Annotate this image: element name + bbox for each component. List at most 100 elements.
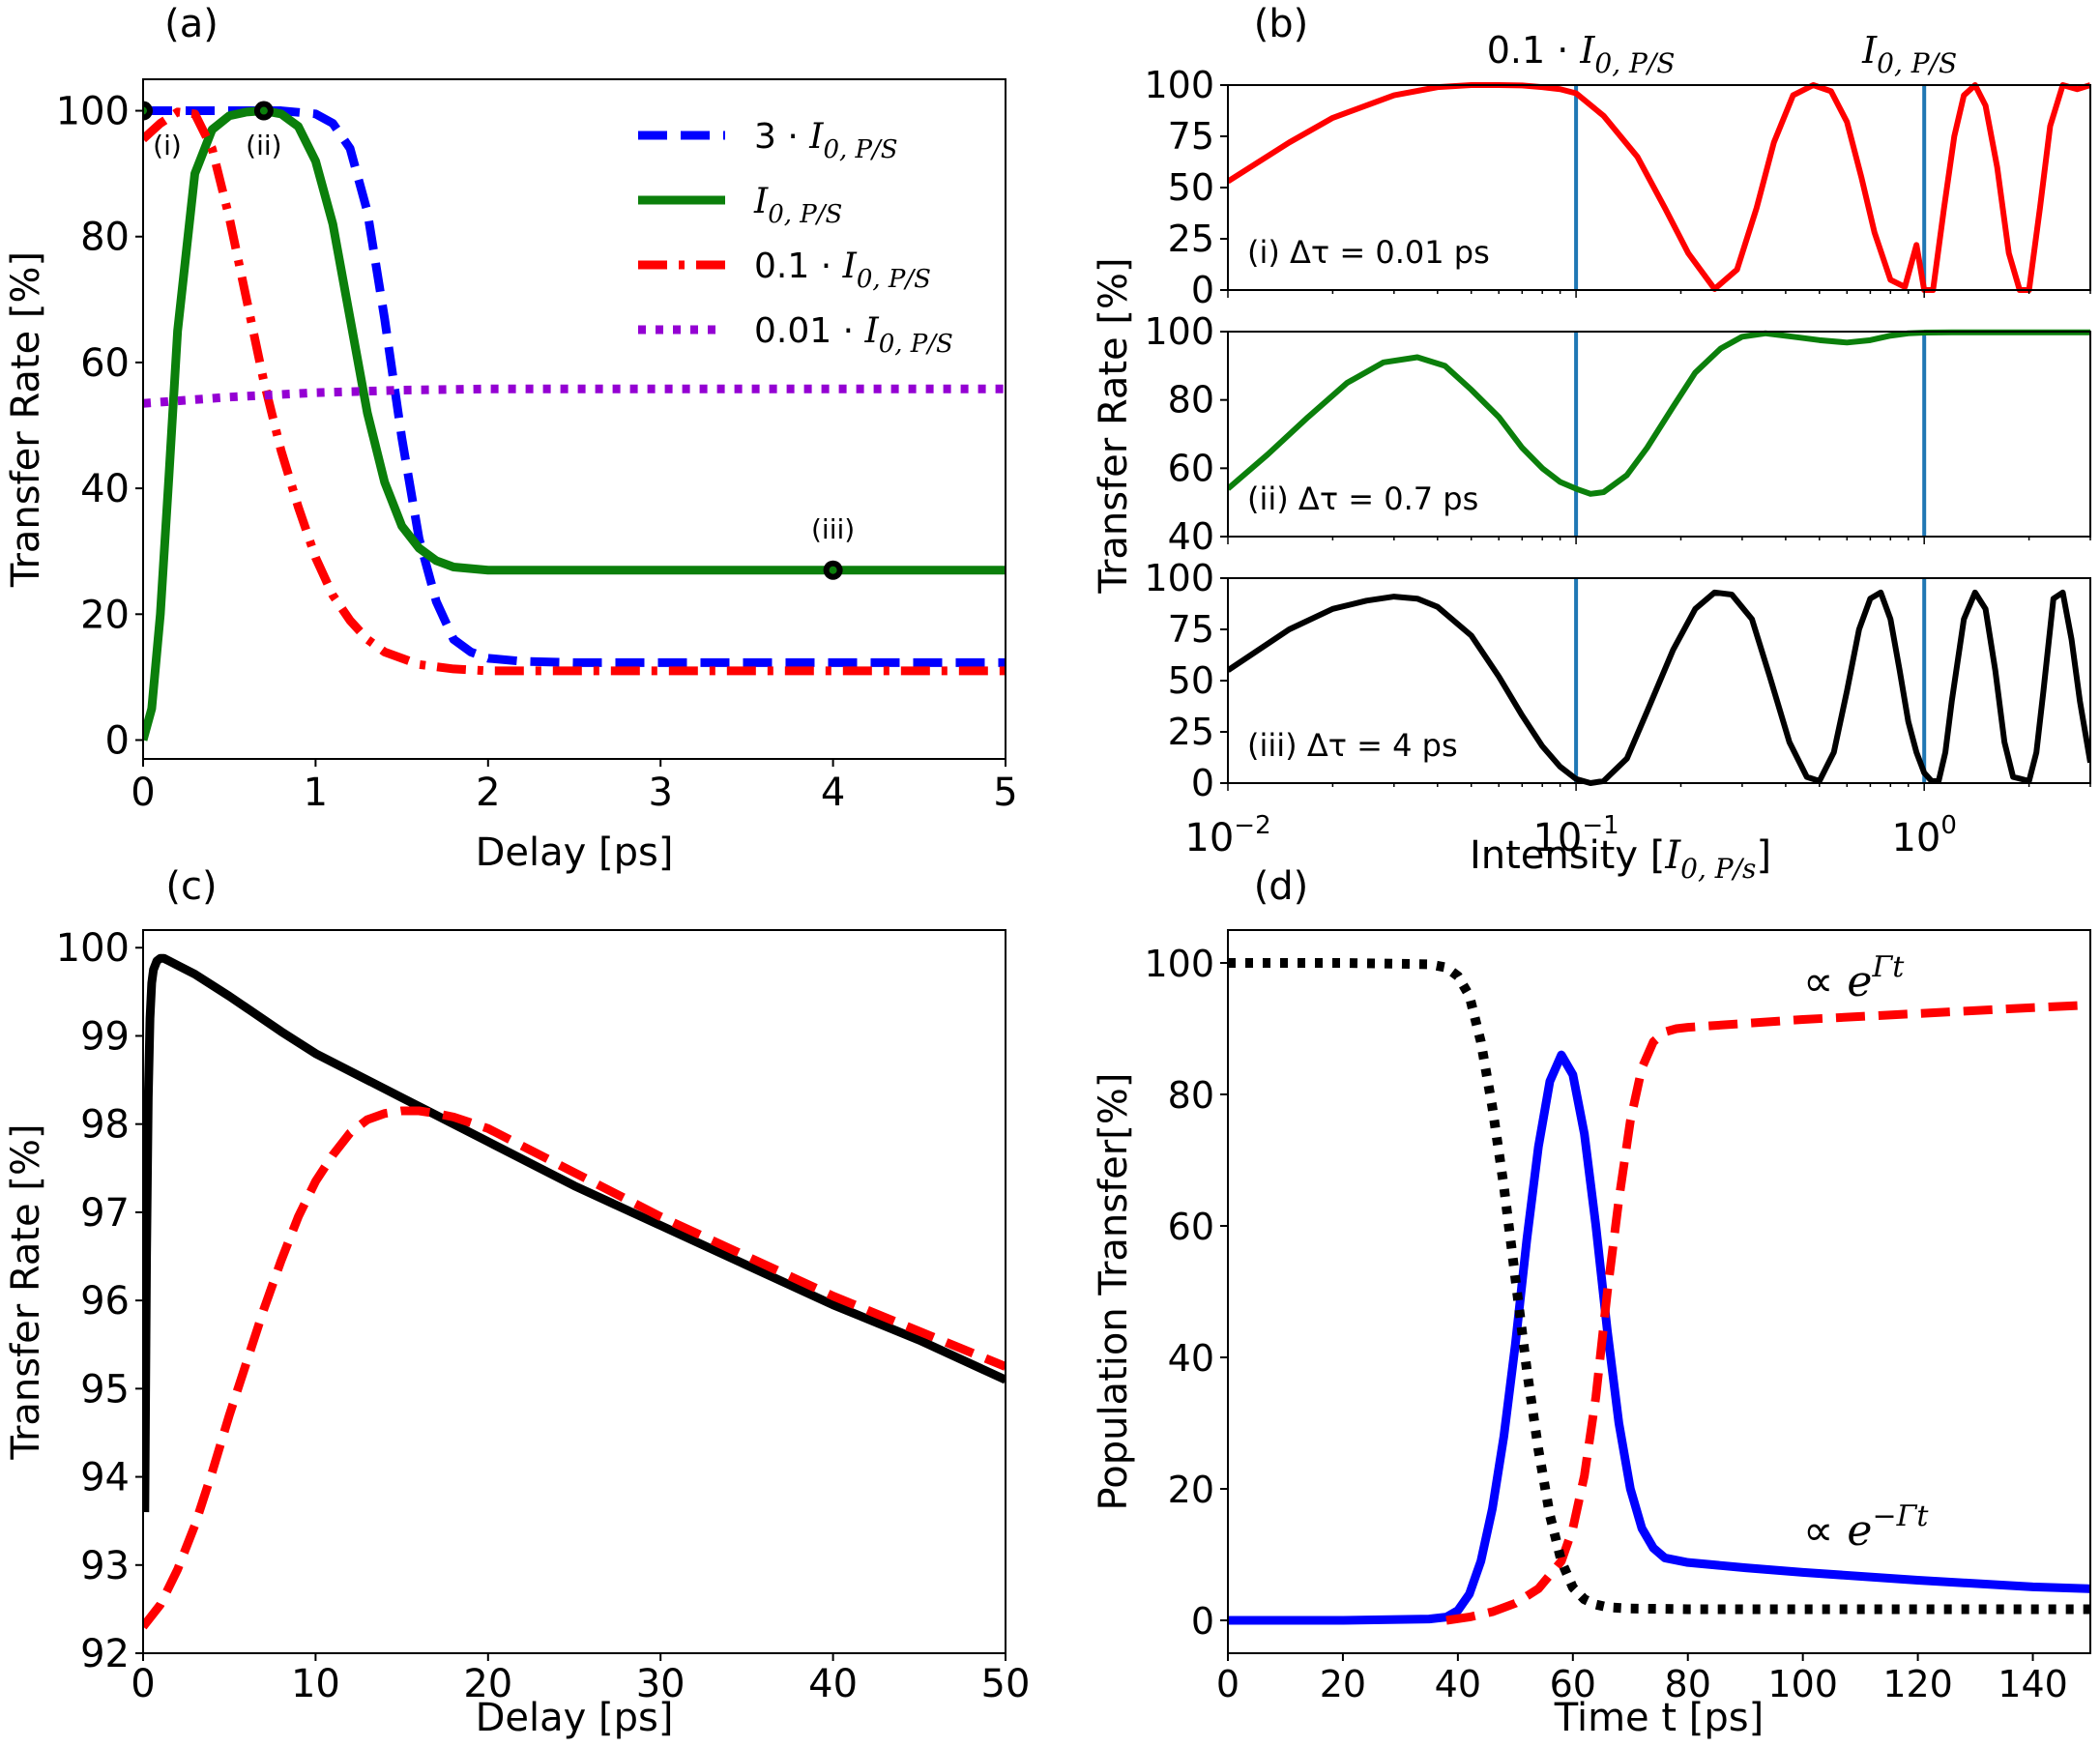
series-group-b-2 xyxy=(1228,578,2090,786)
ylabel-b: Transfer Rate [%] xyxy=(1092,257,1136,594)
xlabel-b-end: ] xyxy=(1756,833,1771,878)
ylabel-c: Transfer Rate [%] xyxy=(4,1123,48,1460)
ytick-label-d-5: 100 xyxy=(1144,943,1214,985)
series-group-a xyxy=(143,101,1006,742)
legend-sym-a-2: I xyxy=(842,247,858,286)
ytick-label-c-1: 93 xyxy=(80,1544,130,1588)
xtick-base-b-1: 10 xyxy=(1532,816,1582,860)
ytick-label-b-0-2: 50 xyxy=(1168,166,1214,209)
annotation-d-1: ∝ e−Γt xyxy=(1803,1500,1929,1556)
legend-sub-a-1: 0, P/S xyxy=(768,200,842,229)
xtick-label-d-6: 120 xyxy=(1882,1663,1953,1705)
ytick-label-b-0-3: 75 xyxy=(1168,115,1214,158)
ytick-label-c-4: 96 xyxy=(80,1279,130,1324)
xtick-label-d-5: 100 xyxy=(1767,1663,1838,1705)
subplot-label-b-1: (ii) Δτ = 0.7 ps xyxy=(1247,480,1478,517)
xlabel-c: Delay [ps] xyxy=(476,1696,674,1740)
axes-b-1 xyxy=(1227,331,2091,538)
xtick-label-a-3: 3 xyxy=(648,771,672,815)
xtick-label-c-2: 20 xyxy=(463,1662,512,1706)
top-label-b-1: I0, P/S xyxy=(1861,29,1957,79)
xtick-label-c-0: 0 xyxy=(131,1662,155,1706)
xtick-label-a-4: 4 xyxy=(821,771,845,815)
xlabel-b: Intensity [I0, P/s] xyxy=(1470,833,1771,885)
series-a-3 xyxy=(143,384,1006,408)
ylabel-d: Population Transfer[%] xyxy=(1092,1073,1136,1511)
annotation-d-0-base: e xyxy=(1847,957,1872,1006)
xtick-label-d-1: 20 xyxy=(1320,1663,1366,1705)
series-b-1 xyxy=(1228,329,2090,497)
annotation-d-0-prefix: ∝ xyxy=(1803,957,1847,1006)
legend-label-a-3: 0.01 · I0, P/S xyxy=(754,311,953,359)
top-label-b-1-sym: I xyxy=(1861,29,1878,72)
panel-label-d: (d) xyxy=(1254,864,1309,909)
series-b-2 xyxy=(1228,589,2090,786)
ytick-label-b-1-1: 60 xyxy=(1168,447,1214,489)
ytick-label-b-0-0: 0 xyxy=(1191,269,1214,311)
ytick-label-c-3: 95 xyxy=(80,1367,130,1412)
axes-c xyxy=(142,929,1006,1654)
ytick-label-b-1-0: 40 xyxy=(1168,515,1214,558)
xtick-label-d-2: 40 xyxy=(1435,1663,1481,1705)
ytick-label-c-2: 94 xyxy=(80,1456,130,1500)
series-c-1 xyxy=(143,1106,1006,1630)
series-d-0 xyxy=(1228,1050,2090,1625)
ytick-label-b-0-1: 25 xyxy=(1168,218,1214,260)
top-label-b-0: 0.1 · I0, P/S xyxy=(1487,29,1676,79)
marker-label-i: (i) xyxy=(153,130,182,161)
ylabel-a: Transfer Rate [%] xyxy=(4,251,48,588)
annotation-d-1-base: e xyxy=(1847,1506,1872,1556)
top-label-b-0-sub: 0, P/S xyxy=(1594,47,1675,79)
top-label-b-0-main: 0.1 · xyxy=(1487,29,1581,72)
xtick-label-a-5: 5 xyxy=(993,771,1017,815)
ytick-label-a-1: 20 xyxy=(80,593,130,637)
panel-c: (c) 0 10 20 30 40 50 92 93 94 95 96 97 98 99 100 Delay [… xyxy=(4,864,1030,1740)
ytick-label-a-3: 60 xyxy=(80,341,130,386)
ytick-label-a-2: 40 xyxy=(80,467,130,511)
top-label-b-0-sym: I xyxy=(1579,29,1595,72)
xlabel-b-main: Intensity [ xyxy=(1470,833,1665,878)
top-label-b-1-sub: 0, P/S xyxy=(1877,47,1957,79)
panel-label-b: (b) xyxy=(1254,2,1309,46)
ytick-label-b-2-3: 75 xyxy=(1168,608,1214,651)
series-group-d xyxy=(1228,958,2090,1625)
xtick-label-c-5: 50 xyxy=(981,1662,1031,1706)
xtick-label-b-2: 100 xyxy=(1891,811,1956,860)
series-a-2 xyxy=(143,107,1006,676)
legend-label-a-0: 3 · I0, P/S xyxy=(754,117,898,164)
ytick-label-b-2-1: 25 xyxy=(1168,711,1214,753)
legend-sub-a-3: 0, P/S xyxy=(879,330,953,359)
panel-label-c: (c) xyxy=(165,864,217,909)
legend-main-a-2: 0.1 · xyxy=(754,247,843,286)
xlabel-d: Time t [ps] xyxy=(1554,1696,1764,1740)
xtick-label-b-1: 10−1 xyxy=(1532,811,1619,860)
series-group-b-1 xyxy=(1228,329,2090,537)
xlabel-b-sym: I xyxy=(1664,833,1681,878)
ytick-label-c-0: 92 xyxy=(80,1632,130,1676)
xtick-label-b-0: 10−2 xyxy=(1184,811,1270,860)
xtick-exp-b-2: 0 xyxy=(1940,811,1957,840)
ytick-label-a-5: 100 xyxy=(56,90,130,134)
marker-core-a-2 xyxy=(829,566,837,574)
ytick-label-c-6: 98 xyxy=(80,1103,130,1148)
axes-d xyxy=(1227,929,2091,1654)
series-a-0 xyxy=(143,106,1006,667)
ytick-label-b-1-2: 80 xyxy=(1168,379,1214,422)
series-d-1 xyxy=(1445,1001,2090,1625)
legend-sym-a-1: I xyxy=(753,182,769,221)
xtick-exp-b-0: −2 xyxy=(1234,811,1270,840)
xtick-base-b-2: 10 xyxy=(1891,816,1940,860)
legend-sym-a-0: I xyxy=(808,117,824,157)
ytick-label-b-2-4: 100 xyxy=(1144,557,1214,599)
annotation-d-0: ∝ eΓt xyxy=(1803,950,1905,1006)
subplot-label-b-0: (i) Δτ = 0.01 ps xyxy=(1247,234,1490,271)
xlabel-a: Delay [ps] xyxy=(476,830,674,875)
legend-label-a-2: 0.1 · I0, P/S xyxy=(754,247,931,294)
xtick-label-c-1: 10 xyxy=(291,1662,340,1706)
series-a-1 xyxy=(143,106,1006,742)
marker-label-ii: (ii) xyxy=(246,130,281,161)
ytick-label-d-0: 0 xyxy=(1191,1600,1214,1643)
xtick-label-a-1: 1 xyxy=(304,771,328,815)
